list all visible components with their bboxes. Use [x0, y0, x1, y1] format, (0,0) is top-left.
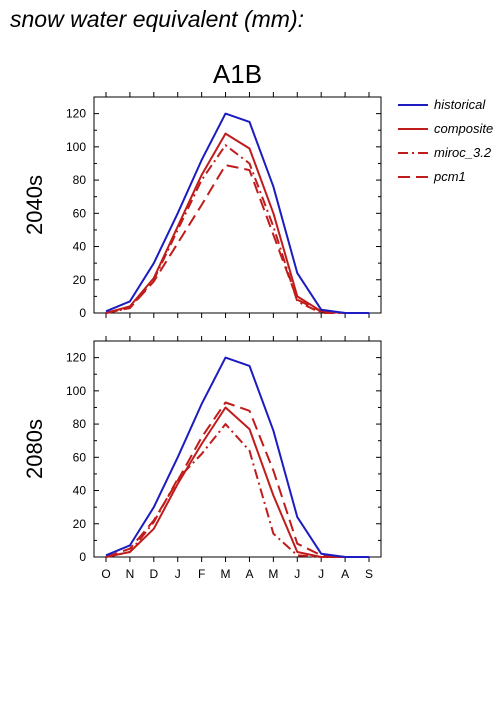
- series-line-historical: [105, 112, 369, 314]
- plot-frame: [93, 340, 382, 558]
- x-tick-label: S: [365, 567, 373, 581]
- y-tick-label: 60: [73, 206, 87, 220]
- x-tick-label: J: [294, 567, 300, 581]
- y-axis-label: 2080s: [22, 419, 47, 479]
- chart-panel-1: A1B 2040s 0 20 40 60 80 100 120: [22, 59, 382, 320]
- panel-title: A1B: [213, 59, 262, 89]
- y-tick-label: 40: [73, 484, 87, 498]
- x-tick-label: A: [245, 567, 253, 581]
- y-tick-label: 20: [73, 517, 87, 531]
- y-tick-label: 100: [66, 140, 86, 154]
- y-tick-label: 20: [73, 273, 87, 287]
- series-line-miroc-3-2: [105, 423, 369, 558]
- y-tick-label: 120: [66, 351, 86, 365]
- y-tick-label: 120: [66, 107, 86, 121]
- y-tick-label: 0: [79, 550, 86, 564]
- y-tick-label: 80: [73, 173, 87, 187]
- plot-frame: [93, 96, 382, 314]
- y-tick-label: 0: [79, 306, 86, 320]
- series-line-composite: [105, 406, 369, 558]
- x-tick-label: M: [268, 567, 278, 581]
- series-line-composite: [105, 132, 369, 314]
- legend-label: historical: [434, 97, 486, 112]
- x-tick-label: O: [101, 567, 110, 581]
- x-tick-label: J: [175, 567, 181, 581]
- series-line-pcm1: [105, 401, 369, 558]
- x-tick-label: J: [318, 567, 324, 581]
- y-tick-label: 100: [66, 384, 86, 398]
- x-tick-label: A: [341, 567, 349, 581]
- x-tick-label: N: [126, 567, 135, 581]
- series-line-historical: [105, 356, 369, 558]
- legend-label: pcm1: [433, 169, 466, 184]
- legend-label: composite: [434, 121, 493, 136]
- legend-label: miroc_3.2: [434, 145, 492, 160]
- series-line-pcm1: [105, 164, 369, 314]
- figure-title: snow water equivalent (mm):: [10, 6, 304, 32]
- x-tick-label: D: [149, 567, 158, 581]
- y-tick-label: 60: [73, 450, 87, 464]
- y-tick-label: 80: [73, 417, 87, 431]
- y-axis-label: 2040s: [22, 175, 47, 235]
- y-tick-label: 40: [73, 240, 87, 254]
- legend: historical composite miroc_3.2 pcm1: [398, 97, 493, 184]
- x-tick-label: F: [198, 567, 205, 581]
- x-tick-label: M: [221, 567, 231, 581]
